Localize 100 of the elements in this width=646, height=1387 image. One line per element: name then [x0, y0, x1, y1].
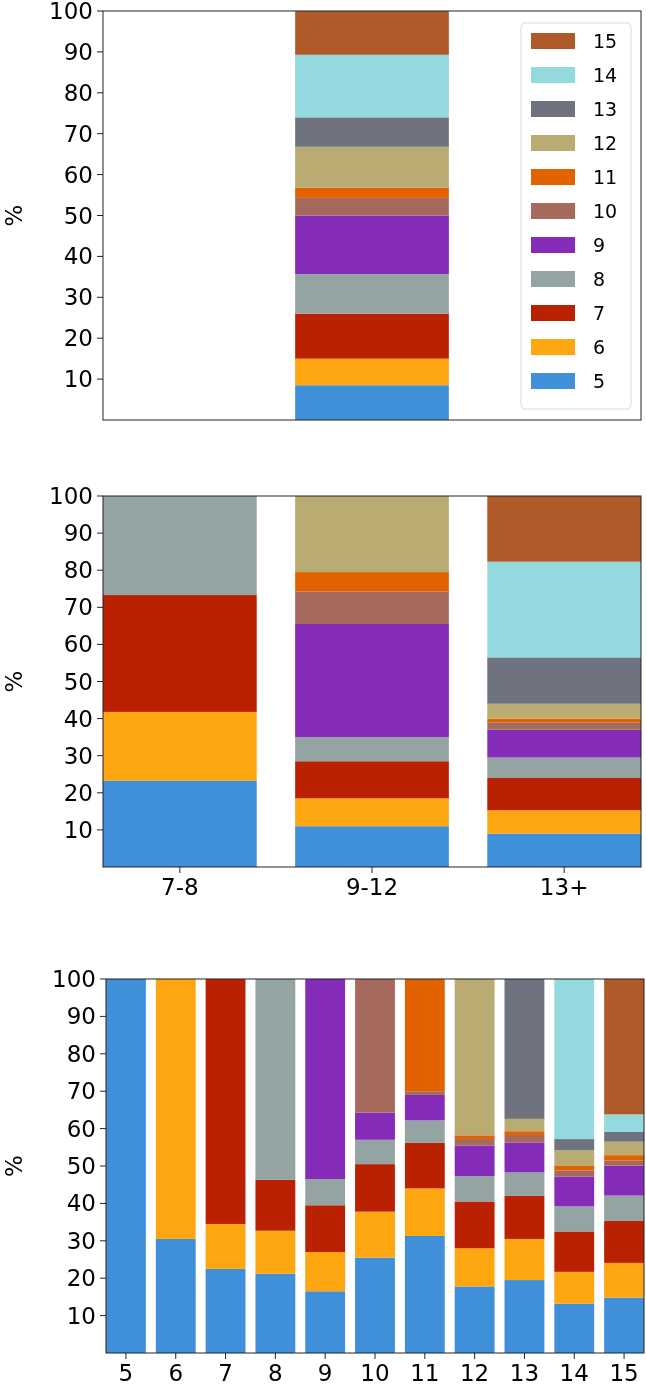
bar [355, 1139, 395, 1165]
bar [604, 1131, 644, 1142]
y-tick-label: 70 [63, 594, 93, 621]
bar [305, 1179, 346, 1206]
bar [604, 1160, 644, 1166]
bar [255, 1179, 296, 1231]
bar [355, 1164, 395, 1212]
bar [305, 1291, 346, 1353]
x-tick-label: 8 [268, 1360, 283, 1386]
y-tick-label: 10 [63, 816, 93, 843]
legend-label: 13 [593, 97, 618, 120]
y-tick-label: 50 [66, 1153, 96, 1180]
y-tick-label: 70 [63, 120, 93, 147]
bar [454, 1248, 495, 1287]
bar [355, 1112, 395, 1140]
bar [295, 761, 449, 799]
bar [554, 979, 595, 1140]
x-tick-label: 13 [509, 1360, 540, 1386]
bar [604, 1220, 644, 1263]
y-tick-label: 10 [63, 366, 93, 393]
bar [295, 591, 449, 624]
bar [295, 215, 449, 274]
legend-label: 10 [593, 199, 618, 222]
y-tick-label: 60 [63, 161, 93, 188]
y-tick-label: 60 [63, 631, 93, 658]
bar [404, 979, 445, 1092]
bar [504, 1280, 545, 1353]
bar [504, 1142, 545, 1173]
y-tick-label: 100 [49, 0, 93, 25]
bar [554, 1139, 595, 1151]
bar [604, 1114, 644, 1132]
legend-label: 7 [593, 301, 606, 324]
legend-label: 9 [593, 233, 606, 256]
bar [504, 1118, 545, 1132]
bar [504, 1238, 545, 1281]
bar [554, 1271, 595, 1304]
bar [295, 798, 449, 827]
bar [255, 979, 296, 1180]
legend-label: 8 [593, 267, 606, 290]
bar [554, 1303, 595, 1353]
x-tick-label: 6 [168, 1360, 184, 1386]
bar [554, 1170, 595, 1177]
x-tick-label: 12 [459, 1360, 490, 1386]
bar [295, 146, 449, 188]
x-tick-label: 10 [360, 1360, 390, 1386]
bar [355, 1211, 395, 1258]
y-axis-title: % [1, 204, 27, 227]
bar [504, 979, 545, 1119]
bar [454, 1135, 495, 1140]
bar [205, 1268, 246, 1353]
bar [305, 1205, 346, 1253]
y-tick-label: 40 [63, 705, 93, 732]
x-tick-label: 11 [410, 1360, 440, 1386]
y-tick-label: 80 [63, 557, 93, 584]
x-tick-label: 14 [559, 1360, 589, 1386]
y-tick-label: 90 [63, 520, 93, 547]
legend-label: 15 [593, 29, 618, 52]
y-tick-label: 100 [49, 483, 93, 510]
x-tick-label: 13+ [539, 874, 589, 900]
y-tick-label: 20 [63, 325, 93, 352]
y-tick-label: 100 [52, 966, 96, 993]
y-tick-label: 30 [63, 742, 93, 769]
bar [205, 1223, 246, 1269]
bar [604, 1262, 644, 1298]
bar [305, 1252, 346, 1292]
bar [604, 1297, 644, 1353]
bar [487, 561, 641, 658]
bar [205, 979, 246, 1224]
y-axis-title: % [1, 1155, 27, 1177]
bar [295, 385, 449, 420]
y-tick-label: 50 [63, 668, 93, 695]
legend-label: 11 [593, 165, 618, 188]
bar [103, 496, 257, 596]
y-tick-label: 90 [63, 38, 93, 65]
y-tick-label: 40 [66, 1190, 96, 1217]
y-tick-label: 30 [63, 284, 93, 311]
bar [454, 1139, 495, 1146]
bar [487, 496, 641, 562]
bar [554, 1231, 595, 1272]
y-tick-label: 80 [63, 79, 93, 106]
bar [295, 826, 449, 867]
bar [295, 11, 449, 55]
bar [487, 703, 641, 719]
bar [295, 187, 449, 198]
bar [454, 1176, 495, 1202]
y-tick-label: 30 [66, 1227, 96, 1254]
bar [454, 1286, 495, 1353]
bar [103, 780, 257, 867]
bar [305, 979, 346, 1180]
bar [295, 54, 449, 118]
bar [355, 1257, 395, 1353]
bar [504, 1172, 545, 1196]
bar [106, 979, 146, 1353]
bar [554, 1150, 595, 1166]
bar [504, 1134, 545, 1143]
bar [295, 496, 449, 573]
bar [103, 595, 257, 712]
bar [454, 1145, 495, 1177]
y-axis-title: % [1, 670, 27, 693]
bar [155, 1238, 196, 1353]
